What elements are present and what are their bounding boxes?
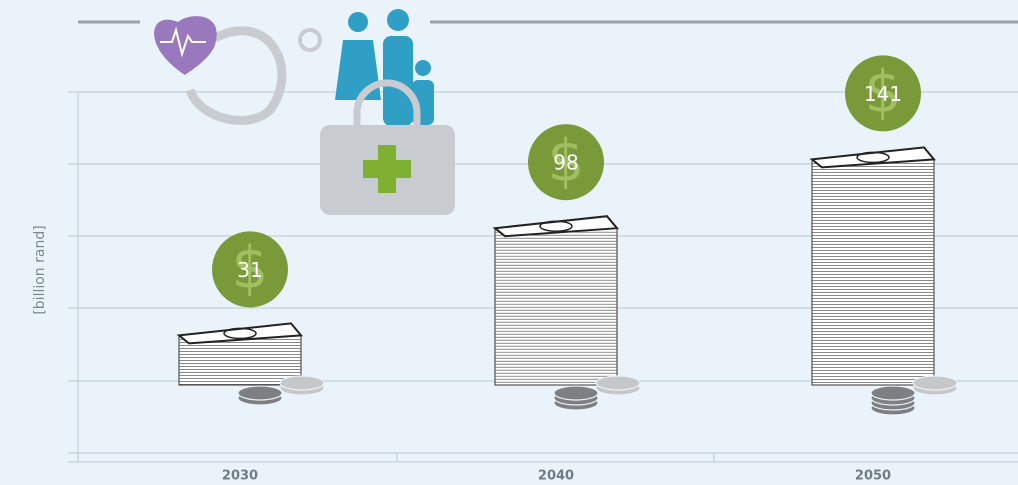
money-stack bbox=[494, 227, 618, 386]
banknote-mark bbox=[856, 151, 890, 164]
y-axis-label: [billion rand] bbox=[32, 225, 48, 314]
coin bbox=[237, 385, 283, 401]
dollar-sign: $ bbox=[232, 234, 269, 302]
coin bbox=[912, 375, 958, 391]
value-badge bbox=[845, 55, 921, 132]
banknote-mark bbox=[539, 220, 573, 232]
money-stack bbox=[811, 158, 935, 386]
coin bbox=[870, 385, 916, 401]
x-tick-label: 2050 bbox=[855, 469, 891, 484]
banknote-top bbox=[809, 146, 937, 169]
coin bbox=[279, 375, 325, 391]
value-label: 141 bbox=[864, 82, 902, 106]
banknote-top bbox=[176, 322, 304, 345]
stethoscope bbox=[185, 26, 287, 125]
dollar-sign: $ bbox=[548, 126, 585, 194]
x-tick-label: 2030 bbox=[222, 469, 258, 484]
x-tick-label: 2040 bbox=[538, 469, 574, 484]
medkit-icon bbox=[353, 79, 421, 125]
value-label: 31 bbox=[237, 258, 262, 282]
coin bbox=[553, 385, 599, 401]
value-badge bbox=[212, 231, 288, 308]
medkit-cross bbox=[363, 145, 411, 193]
dollar-sign: $ bbox=[865, 58, 902, 126]
heart-icon bbox=[160, 26, 206, 58]
coin bbox=[595, 375, 641, 391]
stethoscope bbox=[298, 28, 322, 52]
header-decoration bbox=[78, 9, 1018, 215]
value-badge bbox=[528, 124, 604, 201]
banknote-mark bbox=[223, 327, 257, 340]
banknote-top bbox=[492, 215, 620, 238]
value-label: 98 bbox=[553, 151, 578, 175]
